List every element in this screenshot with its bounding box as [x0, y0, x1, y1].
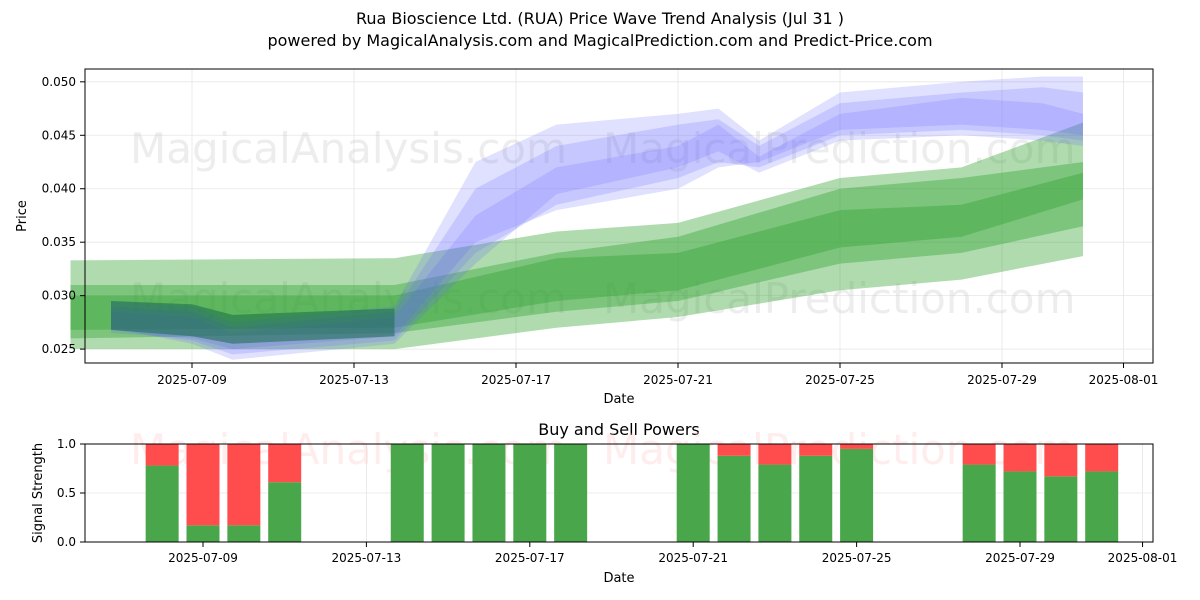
buy-bar: [1003, 471, 1037, 542]
buy-bar: [390, 444, 424, 542]
buy-bar: [472, 444, 506, 542]
x-tick-label: 2025-07-09: [168, 551, 238, 565]
watermark-prediction-2: MagicalPrediction.com: [603, 274, 1076, 323]
sell-bar: [717, 444, 751, 456]
buy-bar: [145, 465, 179, 542]
sell-bar: [962, 444, 996, 465]
buy-bar: [227, 525, 261, 542]
x-tick-label: 2025-07-29: [985, 551, 1055, 565]
buy-bar: [758, 464, 792, 542]
x-tick-label: 2025-07-17: [481, 373, 551, 387]
y-tick-label: 0.5: [57, 486, 76, 500]
x-tick-label: 2025-07-25: [805, 373, 875, 387]
sell-bar: [145, 444, 179, 466]
x-tick-label: 2025-07-21: [658, 551, 728, 565]
signal-chart-title: Buy and Sell Powers: [538, 420, 700, 439]
sell-bar: [840, 444, 874, 449]
price-grid: [85, 69, 1153, 363]
buy-bar: [513, 444, 547, 542]
price-x-ticks: 2025-07-09 2025-07-13 2025-07-17 2025-07-21…: [157, 363, 1158, 387]
sell-bar: [758, 444, 792, 465]
overlap-band: [111, 301, 395, 344]
chart-title: Rua Bioscience Ltd. (RUA) Price Wave Tre…: [355, 9, 845, 28]
buy-bar: [268, 482, 302, 542]
buy-bar: [186, 525, 220, 542]
watermark-analysis-1: MagicalAnalysis.com: [130, 124, 567, 173]
sell-bar: [186, 444, 220, 526]
buy-bar: [431, 444, 465, 542]
buy-bar: [676, 444, 710, 542]
x-tick-label: 2025-07-21: [643, 373, 713, 387]
y-tick-label: 0.025: [42, 342, 76, 356]
signal-bars: [145, 444, 1119, 542]
sell-bar: [1003, 444, 1037, 472]
x-tick-label: 2025-07-09: [157, 373, 227, 387]
x-tick-label: 2025-07-25: [822, 551, 892, 565]
x-tick-label: 2025-07-13: [319, 373, 389, 387]
sell-bar: [1085, 444, 1119, 472]
price-x-label: Date: [603, 392, 634, 407]
x-tick-label: 2025-07-13: [332, 551, 402, 565]
y-tick-label: 1.0: [57, 437, 76, 451]
price-axes-frame: [84, 68, 1154, 364]
buy-bar: [717, 455, 751, 542]
x-tick-label: 2025-07-29: [967, 373, 1037, 387]
blue-wave-bands: [111, 76, 1083, 360]
y-tick-label: 0.030: [42, 289, 76, 303]
x-tick-label: 2025-07-17: [495, 551, 565, 565]
buy-bar: [1085, 471, 1119, 542]
price-y-ticks: 0.025 0.030 0.035 0.040 0.045 0.050: [42, 75, 85, 356]
buy-bar: [554, 444, 588, 542]
y-tick-label: 0.0: [57, 535, 76, 549]
signal-y-label: Signal Strength: [31, 443, 46, 543]
chart-subtitle: powered by MagicalAnalysis.com and Magic…: [267, 31, 933, 50]
signal-x-label: Date: [603, 571, 634, 586]
sell-bar: [268, 444, 302, 483]
signal-y-ticks: 0.0 0.5 1.0: [57, 437, 85, 549]
y-tick-label: 0.050: [42, 75, 76, 89]
watermark-prediction-1: MagicalPrediction.com: [603, 124, 1076, 173]
buy-bar: [962, 464, 996, 542]
y-tick-label: 0.040: [42, 182, 76, 196]
sell-bar: [799, 444, 833, 456]
sell-bar: [1044, 444, 1078, 477]
y-tick-label: 0.035: [42, 235, 76, 249]
green-band-0: [70, 122, 1083, 350]
price-y-label: Price: [15, 200, 30, 232]
x-tick-label: 2025-08-01: [1089, 373, 1159, 387]
sell-bar: [227, 444, 261, 526]
signal-x-ticks: 2025-07-09 2025-07-13 2025-07-17 2025-07-21…: [168, 542, 1177, 565]
buy-bar: [1044, 476, 1078, 542]
green-band-1: [70, 162, 1083, 339]
buy-bar: [799, 455, 833, 542]
buy-bar: [840, 448, 874, 542]
y-tick-label: 0.045: [42, 128, 76, 142]
x-tick-label: 2025-08-01: [1108, 551, 1178, 565]
